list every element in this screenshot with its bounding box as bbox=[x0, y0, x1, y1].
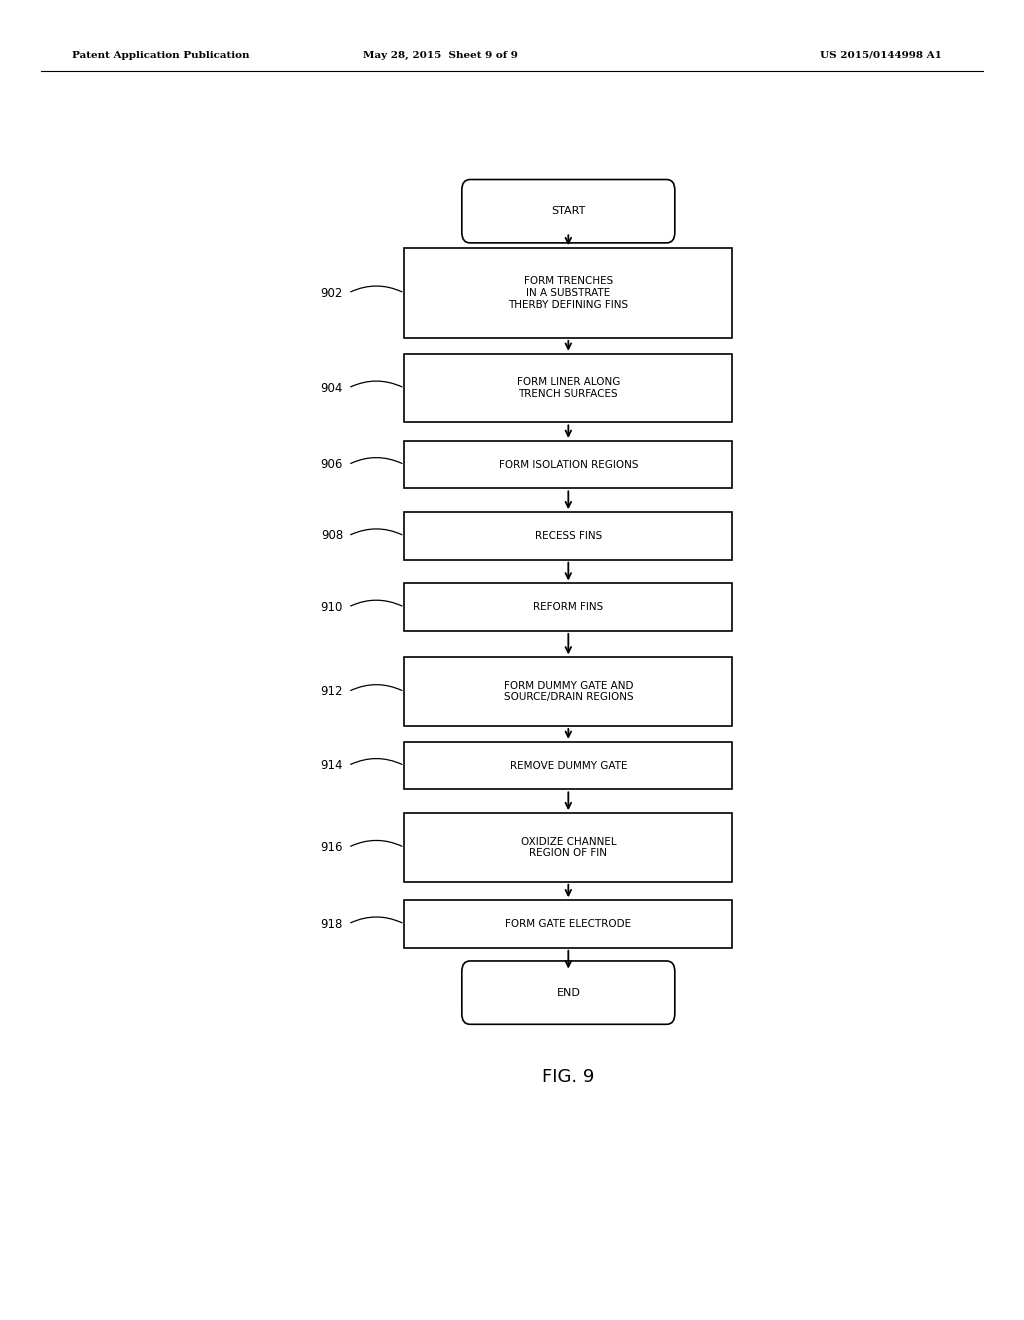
Text: 910: 910 bbox=[321, 601, 343, 614]
Text: END: END bbox=[556, 987, 581, 998]
Text: OXIDIZE CHANNEL
REGION OF FIN: OXIDIZE CHANNEL REGION OF FIN bbox=[520, 837, 616, 858]
FancyArrowPatch shape bbox=[350, 601, 402, 606]
Text: REMOVE DUMMY GATE: REMOVE DUMMY GATE bbox=[510, 760, 627, 771]
Text: RECESS FINS: RECESS FINS bbox=[535, 531, 602, 541]
Text: FORM LINER ALONG
TRENCH SURFACES: FORM LINER ALONG TRENCH SURFACES bbox=[517, 378, 620, 399]
FancyArrowPatch shape bbox=[350, 458, 402, 463]
FancyArrowPatch shape bbox=[350, 841, 402, 846]
FancyBboxPatch shape bbox=[404, 813, 732, 882]
FancyBboxPatch shape bbox=[404, 657, 732, 726]
Text: 912: 912 bbox=[321, 685, 343, 698]
Text: REFORM FINS: REFORM FINS bbox=[534, 602, 603, 612]
Text: 918: 918 bbox=[321, 917, 343, 931]
Text: 916: 916 bbox=[321, 841, 343, 854]
Text: FORM DUMMY GATE AND
SOURCE/DRAIN REGIONS: FORM DUMMY GATE AND SOURCE/DRAIN REGIONS bbox=[504, 681, 633, 702]
FancyBboxPatch shape bbox=[462, 961, 675, 1024]
Text: FORM ISOLATION REGIONS: FORM ISOLATION REGIONS bbox=[499, 459, 638, 470]
FancyArrowPatch shape bbox=[350, 529, 402, 535]
FancyBboxPatch shape bbox=[404, 248, 732, 338]
FancyBboxPatch shape bbox=[404, 583, 732, 631]
FancyBboxPatch shape bbox=[404, 900, 732, 948]
Text: FIG. 9: FIG. 9 bbox=[542, 1068, 595, 1086]
Text: FORM TRENCHES
IN A SUBSTRATE
THERBY DEFINING FINS: FORM TRENCHES IN A SUBSTRATE THERBY DEFI… bbox=[508, 276, 629, 310]
FancyBboxPatch shape bbox=[404, 742, 732, 789]
FancyArrowPatch shape bbox=[350, 685, 402, 690]
Text: May 28, 2015  Sheet 9 of 9: May 28, 2015 Sheet 9 of 9 bbox=[362, 51, 518, 59]
Text: 914: 914 bbox=[321, 759, 343, 772]
Text: START: START bbox=[551, 206, 586, 216]
Text: 908: 908 bbox=[321, 529, 343, 543]
FancyArrowPatch shape bbox=[350, 286, 402, 292]
Text: US 2015/0144998 A1: US 2015/0144998 A1 bbox=[819, 51, 942, 59]
FancyArrowPatch shape bbox=[350, 759, 402, 764]
Text: Patent Application Publication: Patent Application Publication bbox=[72, 51, 249, 59]
Text: 906: 906 bbox=[321, 458, 343, 471]
FancyBboxPatch shape bbox=[404, 441, 732, 488]
Text: 902: 902 bbox=[321, 286, 343, 300]
FancyBboxPatch shape bbox=[404, 354, 732, 422]
FancyBboxPatch shape bbox=[404, 512, 732, 560]
Text: FORM GATE ELECTRODE: FORM GATE ELECTRODE bbox=[505, 919, 632, 929]
FancyArrowPatch shape bbox=[350, 381, 402, 387]
Text: 904: 904 bbox=[321, 381, 343, 395]
FancyArrowPatch shape bbox=[350, 917, 402, 923]
FancyBboxPatch shape bbox=[462, 180, 675, 243]
